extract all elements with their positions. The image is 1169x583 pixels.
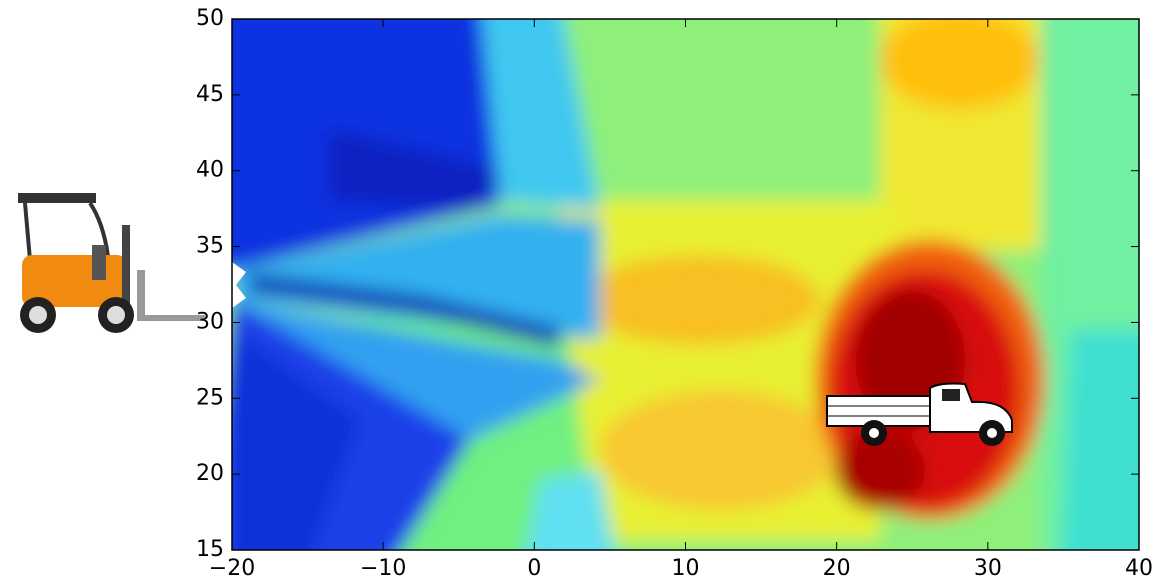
heatmap	[200, 0, 1169, 583]
y-tick-label: 30	[196, 309, 224, 334]
x-tick-label: −10	[360, 556, 406, 581]
y-tick-label: 40	[196, 158, 224, 183]
y-tick-label: 25	[196, 385, 224, 410]
y-tick-label: 20	[196, 461, 224, 486]
x-tick-label: 40	[1125, 556, 1153, 581]
y-tick-label: 45	[196, 82, 224, 107]
y-tick-label: 50	[196, 6, 224, 31]
chart: −20−100102030401520253035404550	[0, 0, 1169, 583]
x-tick-label: 20	[823, 556, 851, 581]
x-tick-label: 10	[672, 556, 700, 581]
y-tick-label: 15	[196, 537, 224, 562]
y-tick-label: 35	[196, 234, 224, 259]
x-tick-label: 30	[974, 556, 1002, 581]
x-tick-label: 0	[527, 556, 541, 581]
forklift-icon	[18, 193, 205, 333]
